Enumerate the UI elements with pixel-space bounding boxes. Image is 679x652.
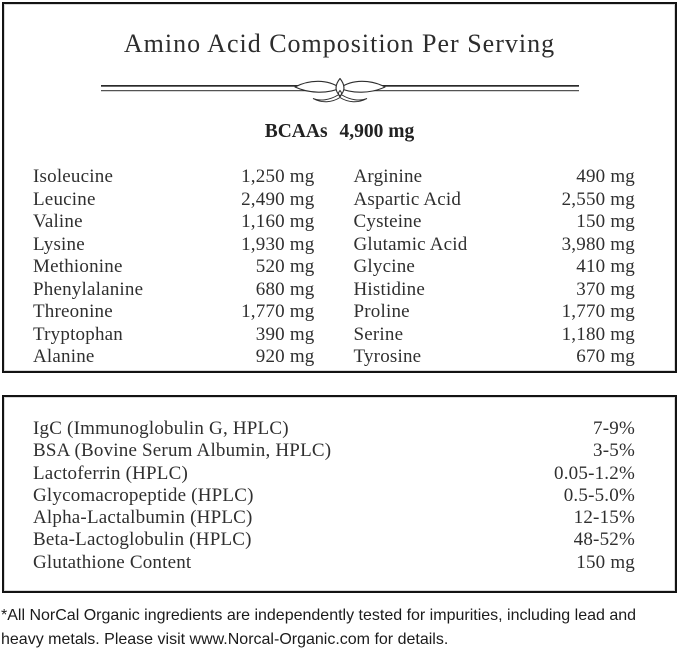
bcaa-label: BCAAs (264, 121, 328, 143)
fraction-name: Glutathione Content (33, 551, 192, 573)
table-row: Methionine 520 mg (33, 256, 315, 278)
fraction-name: Lactoferrin (HPLC) (33, 462, 189, 484)
protein-fraction-panel: IgC (Immunoglobulin G, HPLC) 7-9% BSA (Bo… (2, 395, 677, 593)
amino-name: Cysteine (353, 211, 422, 233)
fraction-name: Alpha-Lactalbumin (HPLC) (33, 507, 253, 529)
amino-acid-column-left: Isoleucine 1,250 mg Leucine 2,490 mg Valin… (33, 166, 315, 368)
amino-name: Isoleucine (33, 166, 114, 188)
table-row: Beta-Lactoglobulin (HPLC) 48-52% (33, 529, 635, 551)
amino-name: Arginine (353, 166, 423, 188)
fraction-value: 12-15% (573, 507, 635, 529)
amino-acid-panel: Amino Acid Composition Per Serving BCAAs… (2, 2, 677, 373)
table-row: Alpha-Lactalbumin (HPLC) 12-15% (33, 507, 635, 529)
fraction-value: 0.5-5.0% (563, 484, 635, 506)
amino-acid-table: Isoleucine 1,250 mg Leucine 2,490 mg Valin… (4, 166, 675, 368)
amino-amount: 370 mg (576, 278, 635, 300)
amino-name: Glycine (353, 256, 416, 278)
amino-name: Glutamic Acid (353, 233, 468, 255)
amino-name: Tryptophan (33, 323, 123, 345)
table-row: Tyrosine 670 mg (354, 346, 636, 368)
amino-amount: 1,930 mg (241, 233, 315, 255)
fraction-name: BSA (Bovine Serum Albumin, HPLC) (33, 440, 332, 462)
amino-name: Aspartic Acid (353, 188, 462, 210)
amino-amount: 1,160 mg (241, 211, 315, 233)
amino-acid-column-right: Arginine 490 mg Aspartic Acid 2,550 mg Cys… (354, 166, 636, 368)
amino-name: Alanine (33, 346, 95, 368)
table-row: Glutamic Acid 3,980 mg (354, 234, 636, 256)
fraction-name: IgC (Immunoglobulin G, HPLC) (33, 418, 289, 439)
amino-amount: 3,980 mg (561, 233, 635, 255)
table-row: Lysine 1,930 mg (33, 234, 315, 256)
fraction-name: Glycomacropeptide (HPLC) (33, 484, 254, 506)
amino-amount: 1,770 mg (241, 301, 315, 323)
table-row: Glutathione Content 150 mg (33, 552, 635, 574)
amino-amount: 1,770 mg (561, 301, 635, 323)
amino-amount: 410 mg (576, 256, 635, 278)
bcaa-value: 4,900 mg (339, 121, 415, 143)
amino-name: Proline (353, 301, 410, 323)
table-row: Serine 1,180 mg (354, 324, 636, 346)
amino-amount: 670 mg (576, 346, 635, 368)
amino-amount: 680 mg (255, 278, 315, 300)
fraction-value: 150 mg (576, 551, 635, 573)
table-row: Lactoferrin (HPLC) 0.05-1.2% (33, 463, 635, 485)
table-row: Proline 1,770 mg (354, 301, 636, 323)
table-row: Alanine 920 mg (33, 346, 315, 368)
amino-amount: 2,490 mg (241, 188, 315, 210)
table-row: Glycine 410 mg (354, 256, 636, 278)
table-row: Phenylalanine 680 mg (33, 279, 315, 301)
amino-amount: 150 mg (576, 211, 635, 233)
floral-flourish-divider-icon (100, 78, 579, 103)
panel-title: Amino Acid Composition Per Serving (123, 29, 556, 58)
table-row: Cysteine 150 mg (354, 211, 636, 233)
amino-name: Methionine (33, 256, 123, 278)
table-row: Aspartic Acid 2,550 mg (354, 189, 636, 211)
table-row: BSA (Bovine Serum Albumin, HPLC) 3-5% (33, 440, 635, 462)
fraction-value: 0.05-1.2% (554, 462, 635, 484)
table-row: IgC (Immunoglobulin G, HPLC) 7-9% (33, 418, 635, 440)
table-row: Valine 1,160 mg (33, 211, 315, 233)
amino-amount: 1,180 mg (561, 323, 635, 345)
amino-name: Threonine (33, 301, 113, 323)
amino-name: Tyrosine (353, 346, 422, 368)
table-row: Threonine 1,770 mg (33, 301, 315, 323)
table-row: Isoleucine 1,250 mg (33, 166, 315, 188)
fraction-name: Beta-Lactoglobulin (HPLC) (33, 529, 252, 551)
amino-name: Serine (353, 323, 404, 345)
fraction-value: 3-5% (593, 440, 635, 462)
table-row: Histidine 370 mg (354, 279, 636, 301)
table-row: Arginine 490 mg (354, 166, 636, 188)
amino-amount: 920 mg (255, 346, 315, 368)
table-row: Leucine 2,490 mg (33, 189, 315, 211)
fraction-value: 7-9% (593, 418, 635, 439)
amino-name: Valine (33, 211, 83, 233)
amino-amount: 520 mg (255, 256, 315, 278)
table-row: Tryptophan 390 mg (33, 324, 315, 346)
fraction-value: 48-52% (573, 529, 635, 551)
amino-name: Histidine (353, 278, 425, 300)
amino-amount: 1,250 mg (241, 166, 315, 188)
amino-amount: 390 mg (255, 323, 315, 345)
amino-name: Leucine (33, 188, 96, 210)
amino-amount: 2,550 mg (561, 188, 635, 210)
amino-amount: 490 mg (576, 166, 635, 188)
footnote-text: *All NorCal Organic ingredients are inde… (1, 607, 637, 648)
table-row: Glycomacropeptide (HPLC) 0.5-5.0% (33, 485, 635, 507)
amino-name: Phenylalanine (33, 278, 144, 300)
amino-name: Lysine (33, 233, 85, 255)
bcaa-total: BCAAs 4,900 mg (4, 120, 675, 144)
